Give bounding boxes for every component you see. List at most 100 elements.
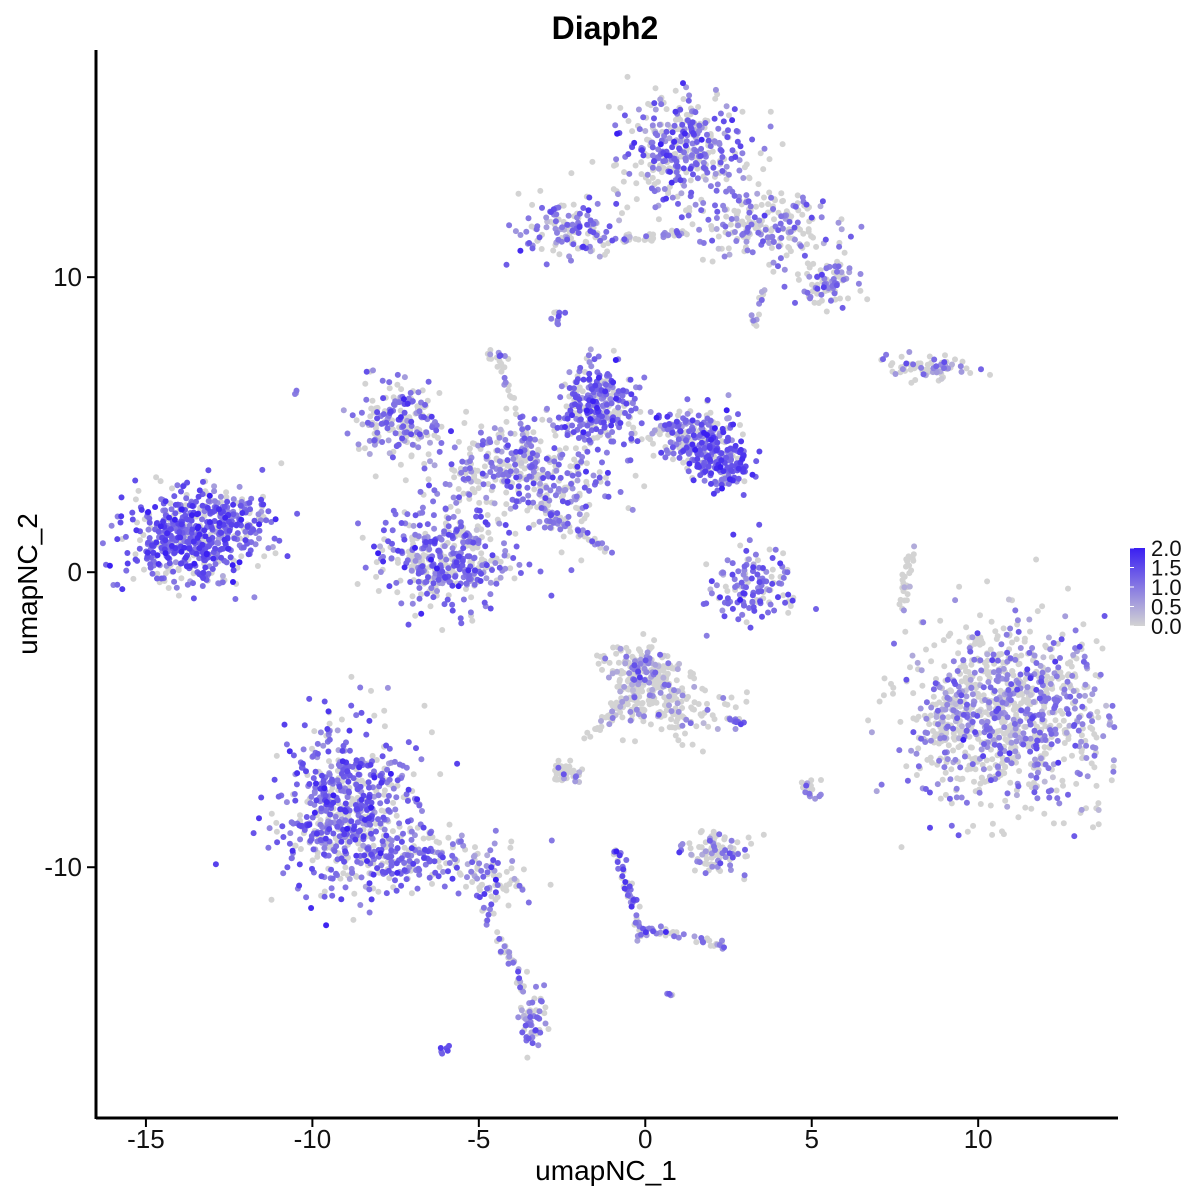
data-point xyxy=(845,295,851,302)
data-point xyxy=(574,477,581,484)
data-point xyxy=(474,875,481,882)
data-point xyxy=(978,718,985,725)
data-point xyxy=(479,562,486,569)
data-point xyxy=(969,718,976,725)
data-point xyxy=(952,597,959,604)
data-point xyxy=(924,756,931,763)
data-point xyxy=(490,473,497,480)
data-point xyxy=(679,841,686,847)
data-point xyxy=(478,526,485,533)
data-point xyxy=(944,694,951,701)
data-point xyxy=(999,828,1005,835)
data-point xyxy=(1069,672,1076,679)
data-point xyxy=(953,785,960,792)
data-point xyxy=(770,238,777,245)
data-point xyxy=(563,403,570,410)
data-point xyxy=(381,826,388,833)
data-point xyxy=(392,806,399,813)
data-point xyxy=(954,668,961,674)
data-point xyxy=(1029,645,1036,651)
data-point xyxy=(340,870,347,877)
data-point xyxy=(449,545,456,552)
data-point xyxy=(963,365,970,372)
data-point xyxy=(1094,708,1101,715)
data-point xyxy=(652,85,659,92)
data-point xyxy=(539,466,546,473)
data-point xyxy=(223,489,230,496)
data-point xyxy=(816,793,823,800)
data-point xyxy=(837,295,843,302)
data-point xyxy=(933,714,940,720)
data-point xyxy=(633,706,640,713)
data-point xyxy=(476,499,483,506)
data-point xyxy=(449,601,456,608)
data-point xyxy=(735,851,741,857)
data-point xyxy=(672,87,679,94)
data-point xyxy=(171,578,178,585)
data-point xyxy=(649,144,656,151)
data-point xyxy=(686,92,693,99)
data-point xyxy=(994,763,1001,770)
data-point xyxy=(599,459,605,466)
data-point xyxy=(791,236,798,243)
data-point xyxy=(673,718,680,725)
data-point xyxy=(515,190,522,197)
data-point xyxy=(242,528,249,535)
data-point xyxy=(686,428,693,435)
data-point xyxy=(665,232,672,239)
data-point xyxy=(689,221,696,228)
data-point xyxy=(608,438,615,445)
data-point xyxy=(410,522,417,529)
data-point xyxy=(975,690,981,697)
data-point xyxy=(896,747,903,754)
data-point xyxy=(719,607,726,614)
data-point xyxy=(515,1014,522,1021)
data-point xyxy=(394,835,401,842)
data-point xyxy=(620,178,627,185)
data-point xyxy=(961,753,968,760)
data-point xyxy=(1007,655,1014,662)
data-point xyxy=(552,218,559,225)
data-point xyxy=(1041,810,1048,817)
data-point xyxy=(702,120,709,126)
data-point xyxy=(900,607,907,614)
data-point xyxy=(938,375,945,382)
data-point xyxy=(633,196,640,203)
data-point xyxy=(770,259,777,266)
data-point xyxy=(739,611,746,618)
data-point xyxy=(928,704,935,711)
data-point xyxy=(297,846,304,852)
data-point xyxy=(261,553,268,560)
data-point xyxy=(533,983,539,990)
data-point xyxy=(613,650,620,657)
data-point xyxy=(930,693,937,700)
data-point xyxy=(130,575,137,582)
data-point xyxy=(917,705,924,712)
data-point xyxy=(543,261,550,268)
data-point xyxy=(762,226,769,233)
data-point xyxy=(508,394,515,401)
data-point xyxy=(503,418,510,425)
data-point xyxy=(698,828,705,834)
data-point xyxy=(695,412,702,419)
data-point xyxy=(967,370,974,376)
data-point xyxy=(386,776,393,783)
data-point xyxy=(1022,675,1029,682)
data-point xyxy=(1065,736,1072,742)
data-point xyxy=(416,595,423,602)
data-point xyxy=(719,154,726,160)
data-point xyxy=(175,592,182,599)
data-point xyxy=(950,658,957,665)
data-point xyxy=(530,429,537,436)
data-point xyxy=(1082,692,1088,699)
data-point xyxy=(293,781,300,788)
data-point xyxy=(710,828,717,835)
data-point xyxy=(957,363,964,370)
data-point xyxy=(838,226,845,233)
data-point xyxy=(1000,665,1007,672)
data-point xyxy=(649,430,656,437)
data-point xyxy=(1089,718,1096,725)
data-point xyxy=(390,546,397,553)
data-point xyxy=(957,764,964,771)
data-point xyxy=(1001,770,1008,777)
